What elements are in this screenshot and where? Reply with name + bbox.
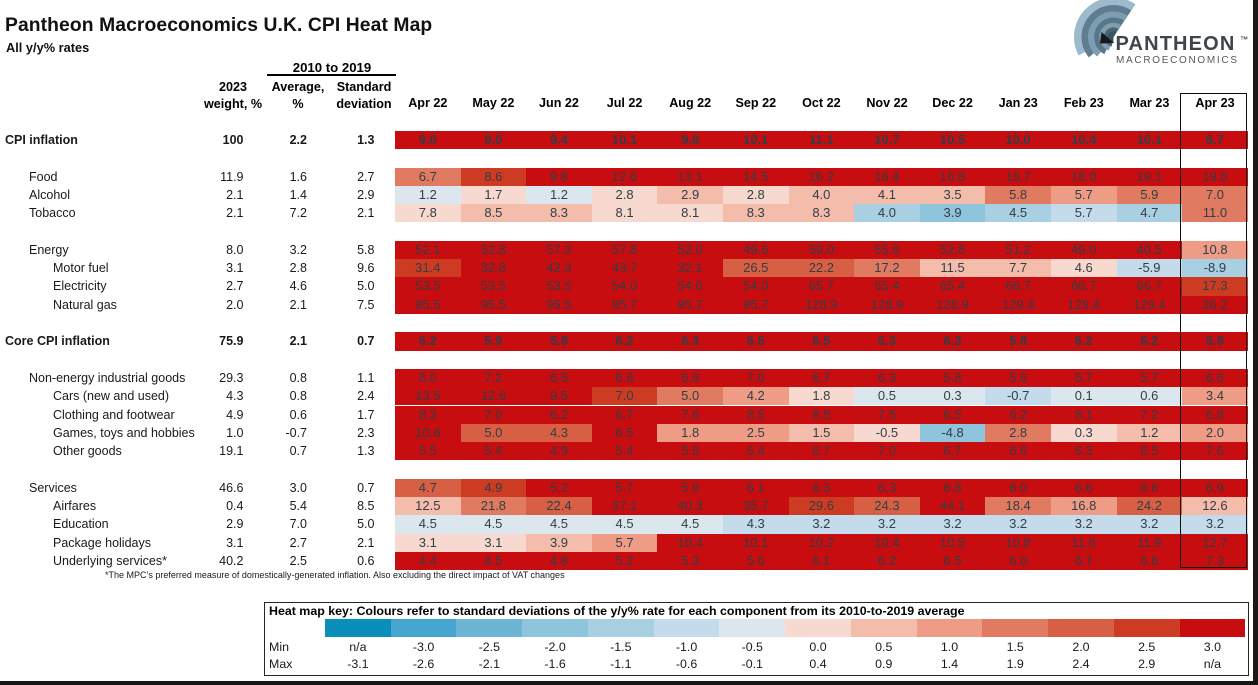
svg-text:TM: TM (1241, 36, 1248, 42)
svg-text:PANTHEON: PANTHEON (1116, 33, 1236, 55)
svg-text:MACROECONOMICS: MACROECONOMICS (1116, 55, 1239, 66)
